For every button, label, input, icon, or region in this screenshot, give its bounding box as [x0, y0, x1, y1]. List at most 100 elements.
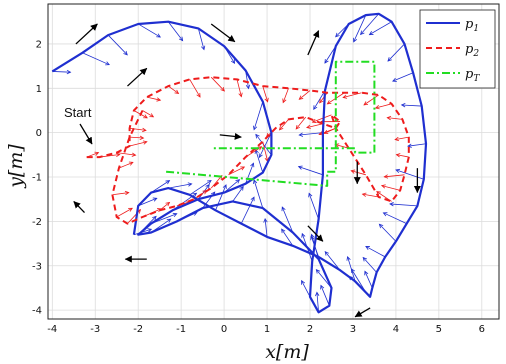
- p1-velocity-vector: [281, 206, 294, 233]
- p2-velocity-vector: [189, 79, 201, 98]
- p2-velocity-vector: [146, 96, 161, 101]
- legend-label-p2: p2: [465, 42, 479, 59]
- p1-velocity-vector: [316, 292, 319, 313]
- p1-velocity-vector-head: [378, 223, 384, 229]
- p2-velocity-vector-head: [131, 152, 137, 157]
- p1-velocity-vector-head: [258, 153, 263, 159]
- p1-velocity-vector-head: [263, 217, 268, 223]
- y-tick-label: -2: [32, 217, 42, 228]
- p2-velocity-vector: [210, 175, 223, 189]
- p2-velocity-vector: [142, 110, 154, 118]
- p1-velocity-vector-head: [152, 215, 157, 221]
- p2-velocity-vector-head: [149, 113, 155, 118]
- y-tick-label: -1: [32, 173, 42, 184]
- x-tick-label: 1: [264, 324, 270, 335]
- p1-velocity-vector-head: [395, 168, 401, 174]
- start-arrow: [79, 123, 93, 145]
- p1-velocity-vector-head: [156, 33, 162, 38]
- p1-velocity-vector: [387, 43, 405, 62]
- p1-velocity-vector: [364, 271, 373, 289]
- y-tick-label: -4: [32, 306, 42, 317]
- p1-velocity-vector-head: [105, 61, 110, 66]
- p1-velocity-vector: [258, 132, 272, 158]
- p2-velocity-vector: [279, 119, 289, 131]
- p1-velocity-vector-head: [66, 69, 72, 75]
- motion-arrow: [210, 23, 236, 43]
- p1-velocity-vector-head: [364, 270, 369, 276]
- motion-arrow: [75, 23, 98, 45]
- p1-velocity-vector-head: [255, 133, 260, 139]
- p2-velocity-vector: [245, 146, 262, 158]
- p2-velocity-vector: [295, 116, 307, 130]
- p1-velocity-vector-head: [172, 212, 178, 217]
- p1-velocity-vector-head: [166, 218, 172, 223]
- p1-velocity-vector: [198, 184, 210, 200]
- p1-velocity-vector-head: [253, 179, 258, 185]
- p1-velocity-vector-head: [250, 162, 255, 168]
- p2-velocity-vector-head: [311, 118, 317, 123]
- p1-velocity-vector-head: [387, 57, 392, 62]
- p1-velocity-vector: [365, 246, 386, 258]
- p2-velocity-vector: [299, 90, 311, 100]
- p1-velocity-vector: [232, 186, 244, 202]
- p2-velocity-vector-head: [319, 98, 324, 104]
- p1-velocity-vector: [82, 52, 110, 66]
- x-axis-label: x[m]: [265, 341, 309, 363]
- p1-velocity-vector-head: [245, 84, 251, 90]
- x-tick-label: -2: [133, 324, 143, 335]
- p1-velocity-vector-head: [346, 255, 351, 261]
- p1-velocity-vector: [320, 285, 330, 306]
- p1-velocity-vector-head: [235, 179, 241, 184]
- p1-velocity-vector-head: [281, 206, 286, 212]
- p1-velocity-vector: [313, 90, 326, 110]
- p1-velocity-vector: [264, 218, 268, 237]
- p1-velocity-vector-head: [315, 291, 320, 297]
- p2-velocity-vector-head: [94, 151, 100, 156]
- x-tick-label: 5: [436, 324, 442, 335]
- p2-velocity-vector: [312, 114, 332, 123]
- motion-arrow: [354, 307, 371, 318]
- p2-velocity-vector-head: [282, 98, 287, 104]
- series-group: [51, 12, 428, 314]
- p1-velocity-vector-head: [335, 32, 340, 38]
- p1-velocity-vector-head: [400, 102, 406, 108]
- y-tick-label: 1: [36, 84, 42, 95]
- p2-velocity-vector-head: [374, 105, 380, 110]
- motion-arrow: [127, 67, 148, 87]
- p1-velocity-vector: [383, 212, 407, 224]
- p1-velocity-vector: [301, 280, 311, 298]
- p1-velocity-vector: [167, 21, 183, 41]
- legend-label-pT: pT: [465, 67, 480, 84]
- p1-velocity-vector: [215, 184, 227, 211]
- p1-velocity-vector: [253, 179, 264, 209]
- p1-velocity-vector-head: [123, 50, 128, 56]
- p2-velocity-vector-head: [174, 89, 180, 94]
- p1-velocity-vector-head: [230, 59, 236, 65]
- p2-velocity-vector-head: [350, 169, 356, 174]
- p1-velocity-vector: [189, 180, 212, 196]
- p2-velocity-vector-head: [264, 97, 269, 103]
- p2-velocity-vector-head: [386, 115, 392, 121]
- p1-velocity-vector-head: [187, 182, 193, 187]
- x-tick-label: -3: [90, 324, 100, 335]
- p1-velocity-vector-head: [152, 197, 158, 202]
- p2-velocity-vector-head: [342, 94, 348, 99]
- p1-velocity-vector: [52, 71, 71, 73]
- p2-velocity-vector: [375, 103, 392, 109]
- p2-velocity-vector: [396, 154, 409, 158]
- series-line-p2: [86, 76, 410, 225]
- p1-velocity-vector-head: [147, 228, 153, 233]
- p2-velocity-vector: [282, 88, 289, 103]
- p1-velocity-vector: [137, 23, 161, 38]
- p2-velocity-vector: [116, 152, 136, 156]
- p2-velocity-vector: [129, 136, 144, 139]
- p2-velocity-vector-head: [278, 125, 284, 131]
- motion-arrow: [307, 225, 324, 242]
- p1-velocity-vector: [407, 143, 427, 147]
- p2-velocity-vector: [381, 185, 401, 191]
- p2-velocity-vector-head: [323, 129, 329, 134]
- p2-velocity-vector: [384, 174, 405, 178]
- p1-velocity-vector-head: [201, 45, 206, 51]
- x-tick-label: 0: [221, 324, 227, 335]
- p2-velocity-vector-head: [196, 92, 201, 98]
